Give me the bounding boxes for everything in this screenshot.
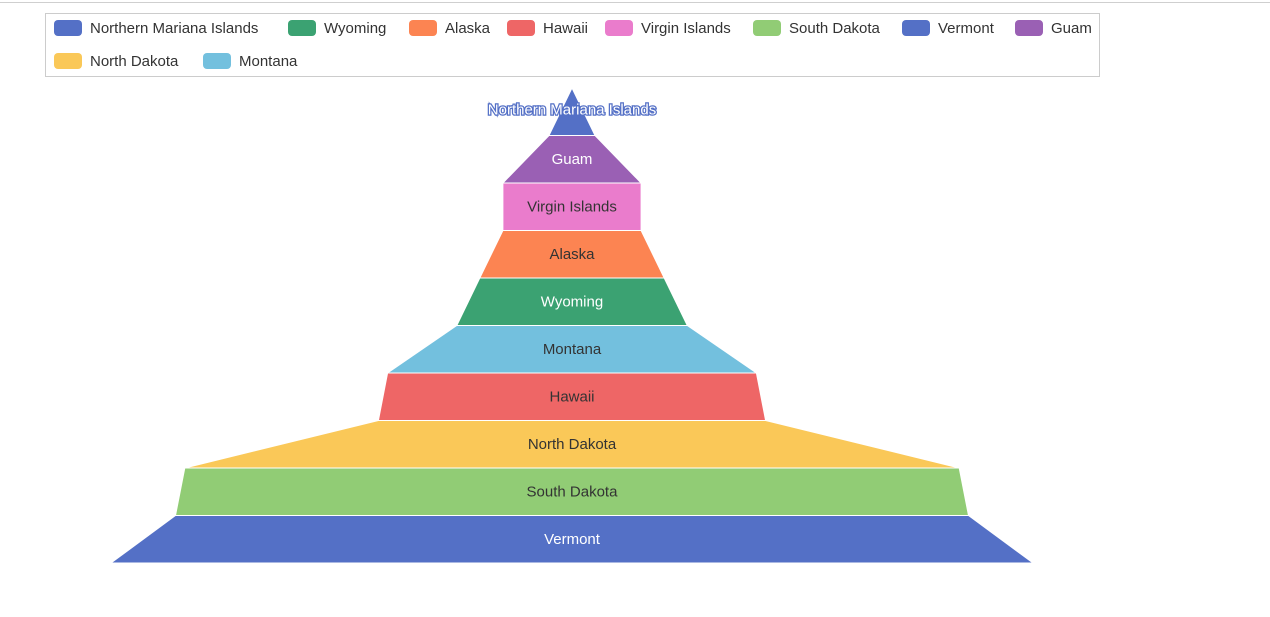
legend-swatch xyxy=(288,20,316,36)
legend-item-guam[interactable]: Guam xyxy=(1015,18,1092,38)
funnel-label-vermont: Vermont xyxy=(544,531,601,548)
funnel-label-north-dakota: North Dakota xyxy=(528,436,617,453)
legend-swatch xyxy=(902,20,930,36)
legend-label: Alaska xyxy=(445,19,491,37)
funnel-label-alaska: Alaska xyxy=(549,246,595,263)
funnel-label-south-dakota: South Dakota xyxy=(527,483,619,500)
funnel-label-northern-mariana-islands: Northern Mariana Islands xyxy=(488,102,656,119)
legend-swatch xyxy=(605,20,633,36)
legend-item-virgin-islands[interactable]: Virgin Islands xyxy=(605,18,731,38)
legend-swatch xyxy=(1015,20,1043,36)
legend-label: Virgin Islands xyxy=(641,19,731,37)
legend-label: Guam xyxy=(1051,19,1092,37)
legend-item-north-dakota[interactable]: North Dakota xyxy=(54,51,178,71)
legend-swatch xyxy=(203,53,231,69)
legend-label: South Dakota xyxy=(789,19,880,37)
legend-label: Wyoming xyxy=(324,19,387,37)
funnel-label-montana: Montana xyxy=(543,341,602,358)
top-divider xyxy=(0,2,1270,3)
legend-item-northern-mariana-islands[interactable]: Northern Mariana Islands xyxy=(54,18,258,38)
funnel-label-virgin-islands: Virgin Islands xyxy=(527,198,617,215)
legend-swatch xyxy=(507,20,535,36)
legend-swatch xyxy=(54,20,82,36)
legend-item-wyoming[interactable]: Wyoming xyxy=(288,18,386,38)
legend-label: Hawaii xyxy=(543,19,589,37)
legend-label: Montana xyxy=(239,52,298,70)
legend-label: Vermont xyxy=(938,19,994,37)
funnel-label-guam: Guam xyxy=(552,151,593,168)
legend-item-alaska[interactable]: Alaska xyxy=(409,18,490,38)
funnel-label-hawaii: Hawaii xyxy=(549,388,594,405)
funnel-label-wyoming: Wyoming xyxy=(541,293,603,310)
legend-item-south-dakota[interactable]: South Dakota xyxy=(753,18,880,38)
legend-item-hawaii[interactable]: Hawaii xyxy=(507,18,588,38)
legend-swatch xyxy=(54,53,82,69)
legend-label: North Dakota xyxy=(90,52,179,70)
chart-legend: Northern Mariana Islands Wyoming Alaska Haw… xyxy=(45,13,1100,77)
legend-swatch xyxy=(753,20,781,36)
funnel-segment-vermont[interactable] xyxy=(109,515,1035,564)
legend-item-vermont[interactable]: Vermont xyxy=(902,18,994,38)
legend-item-montana[interactable]: Montana xyxy=(203,51,297,71)
legend-swatch xyxy=(409,20,437,36)
legend-label: Northern Mariana Islands xyxy=(90,19,259,37)
